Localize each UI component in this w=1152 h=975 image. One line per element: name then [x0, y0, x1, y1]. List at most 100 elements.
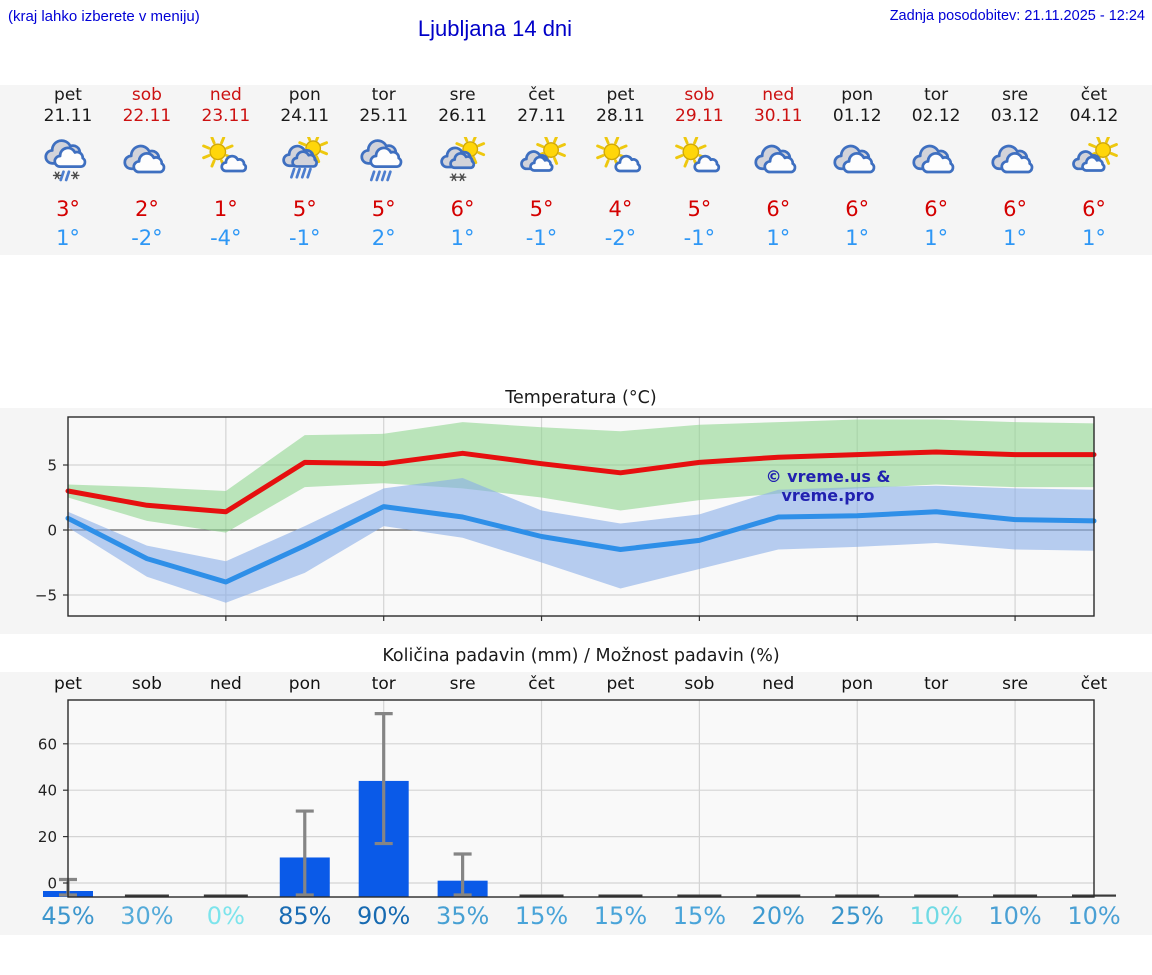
min-temperature: 1° [56, 226, 80, 250]
precip-zero-bar [914, 894, 959, 897]
max-temperature: 5° [529, 197, 554, 221]
sun-rain-icon [282, 137, 328, 179]
svg-text:20: 20 [38, 828, 57, 846]
precip-zero-bar [677, 894, 722, 897]
min-temperature: 1° [450, 226, 475, 250]
precip-probability: 0% [206, 902, 245, 930]
forecast-day: čet 27.11 5° -1° [502, 85, 581, 255]
day-date: 01.12 [832, 106, 882, 126]
temperature-chart-title: Temperatura (°C) [505, 388, 657, 408]
day-date: 23.11 [201, 106, 251, 126]
location-menu-link[interactable]: (kraj lahko izberete v meniju) [8, 8, 200, 25]
last-update-label: Zadnja posodobitev: 21.11.2025 - 12:24 [889, 8, 1145, 24]
rain-icon [360, 139, 402, 182]
day-name: tor [371, 85, 396, 105]
max-temperature: 6° [1082, 197, 1106, 221]
precip-day-label: tor [924, 674, 949, 694]
day-date: 28.11 [596, 106, 645, 126]
sun-small-cloud-icon [202, 137, 247, 173]
day-name: pon [288, 85, 321, 105]
precip-day-label: pet [54, 674, 82, 694]
precip-zero-bar [835, 894, 880, 897]
precip-day-label: sob [131, 674, 162, 694]
precip-probability: 10% [988, 902, 1042, 930]
svg-text:5: 5 [47, 457, 57, 475]
precip-probability: 90% [357, 902, 411, 930]
max-temperature: 6° [845, 197, 870, 221]
sun-small-cloud-icon [675, 137, 721, 173]
precip-day-label: sre [1002, 674, 1029, 694]
cloudy-icon [912, 144, 955, 174]
max-temperature: 5° [687, 197, 712, 221]
day-name: sob [684, 85, 715, 105]
min-temperature: -1° [525, 226, 558, 250]
forecast-day: sre 03.12 6° 1° [976, 85, 1055, 255]
forecast-day: sob 22.11 2° -2° [107, 85, 186, 255]
day-date: 29.11 [675, 106, 724, 126]
precip-zero-bar [993, 894, 1038, 897]
day-date: 26.11 [438, 106, 487, 126]
max-temperature: 6° [450, 197, 475, 221]
precip-probability: 35% [435, 902, 490, 930]
max-temperature: 6° [924, 197, 949, 221]
precip-probability: 25% [830, 902, 884, 930]
max-temperature: 6° [1003, 197, 1027, 221]
max-temperature: 5° [371, 197, 396, 221]
min-temperature: 1° [766, 226, 791, 250]
svg-text:0: 0 [47, 875, 57, 893]
svg-text:40: 40 [38, 782, 57, 800]
precip-day-label: čet [1080, 674, 1108, 694]
precip-zero-bar [519, 894, 564, 897]
forecast-day: pon 24.11 5° -1° [265, 85, 344, 255]
forecast-day: tor 02.12 6° 1° [897, 85, 976, 255]
forecast-day: ned 30.11 6° 1° [739, 85, 818, 255]
precip-day-label: pet [606, 674, 635, 694]
day-date: 27.11 [517, 106, 566, 126]
day-name: ned [209, 85, 242, 105]
precip-zero-bar [124, 894, 169, 897]
day-name: sre [1002, 85, 1029, 105]
precip-probability: 15% [672, 902, 727, 930]
precip-day-label: pon [841, 674, 874, 694]
sun-cloud-icon [1072, 137, 1118, 172]
min-temperature: 2° [371, 226, 396, 250]
precip-zero-bar [598, 894, 643, 897]
min-temperature: -2° [131, 226, 163, 250]
cloudy-icon [991, 144, 1034, 174]
sun-small-cloud-icon [596, 137, 642, 173]
precipitation-chart-title: Količina padavin (mm) / Možnost padavin … [382, 646, 780, 666]
min-temperature: -4° [210, 226, 242, 250]
max-temperature: 1° [213, 197, 238, 221]
forecast-day: čet 04.12 6° 1° [1055, 85, 1134, 255]
precip-day-label: tor [371, 674, 396, 694]
min-temperature: 1° [924, 226, 949, 250]
precip-probability: 15% [593, 902, 648, 930]
page-title: Ljubljana 14 dni [417, 16, 573, 41]
max-temperature: 6° [766, 197, 791, 221]
precip-probability: 20% [751, 902, 805, 930]
day-date: 03.12 [990, 106, 1040, 126]
forecast-day: pet 28.11 4° -2° [581, 85, 660, 255]
min-temperature: 1° [845, 226, 870, 250]
max-temperature: 4° [608, 197, 633, 221]
cloudy-icon [754, 144, 797, 174]
day-date: 22.11 [122, 106, 172, 126]
cloudy-icon [123, 144, 166, 174]
precip-zero-bar [203, 894, 248, 897]
day-name: sre [449, 85, 476, 105]
min-temperature: -2° [604, 226, 637, 250]
day-date: 25.11 [359, 106, 409, 126]
svg-text:60: 60 [38, 735, 57, 753]
day-name: pet [54, 85, 82, 105]
forecast-day: sob 29.11 5° -1° [660, 85, 739, 255]
day-name: sob [131, 85, 162, 105]
watermark-link: © vreme.us & vreme.pro [765, 467, 891, 505]
max-temperature: 3° [56, 197, 80, 221]
precip-day-label: čet [528, 674, 555, 694]
day-date: 24.11 [280, 106, 330, 126]
day-name: čet [1080, 85, 1108, 105]
precip-day-label: ned [209, 674, 242, 694]
day-date: 02.12 [911, 106, 961, 126]
precipitation-chart: 0 20 40 60 [0, 672, 1152, 935]
cloudy-icon [833, 144, 876, 174]
